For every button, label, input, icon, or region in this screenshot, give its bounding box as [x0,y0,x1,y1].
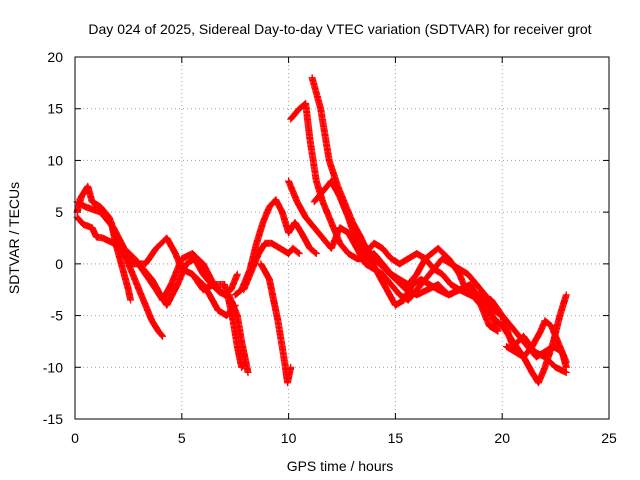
data-points-track-8 [240,239,303,294]
data-series-track-9 [257,260,295,387]
x-tick-label: 20 [494,430,510,446]
chart-title: Day 024 of 2025, Sidereal Day-to-day VTE… [88,21,591,37]
data-series-track-6 [189,270,250,371]
x-tick-label: 25 [601,430,617,446]
y-tick-label: 15 [47,101,63,117]
x-tick-label: 10 [281,430,297,446]
y-tick-label: 20 [47,49,63,65]
data-series-track-4 [107,219,135,304]
y-axis-label: SDTVAR / TECUs [6,182,22,294]
data-series-track-15 [503,317,570,366]
data-points-track-4 [107,219,135,304]
data-series-track-8 [240,239,303,294]
y-tick-label: 0 [55,256,63,272]
y-tick-label: -15 [43,411,63,427]
x-axis-label: GPS time / hours [287,458,394,474]
data-points-track-3 [73,213,239,320]
x-tick-label: 5 [178,430,186,446]
data-points-track-6 [189,270,250,371]
data-series-track-3 [73,213,239,320]
x-tick-label: 0 [71,430,79,446]
plot-frame [74,56,610,420]
y-tick-label: 10 [47,152,63,168]
data-series [73,74,570,387]
tick-labels: 0 5 10 15 20 25 -15 -10 -5 0 5 10 15 20 [43,49,617,446]
y-tick-label: 5 [55,204,63,220]
y-tick-label: -5 [51,308,64,324]
data-points-track-15 [503,317,570,366]
x-tick-label: 15 [388,430,404,446]
data-points-track-9 [257,260,295,387]
y-tick-label: -10 [43,359,63,375]
grid-lines [75,57,609,419]
